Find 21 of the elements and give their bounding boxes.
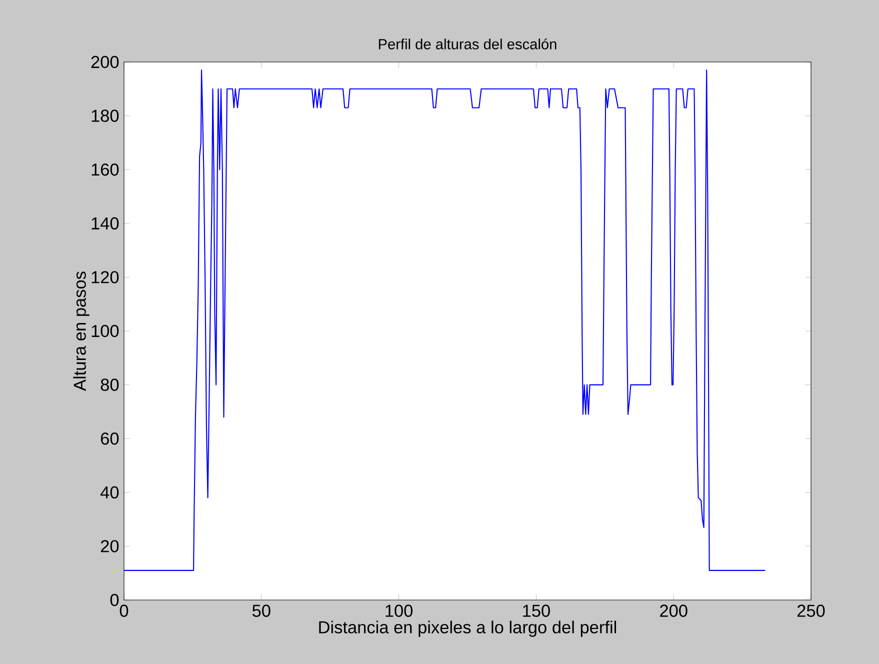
y-tick-label: 80: [100, 378, 119, 391]
y-tick-label: 140: [92, 217, 119, 230]
x-axis-title: Distancia en pixeles a lo largo del perfil: [319, 620, 616, 637]
x-tick-label: 0: [120, 604, 128, 617]
y-tick-label: 40: [100, 486, 119, 499]
line-series: [124, 70, 766, 571]
y-tick-label: 120: [92, 271, 119, 284]
y-tick-label: 60: [100, 432, 119, 445]
x-tick-label: 50: [252, 604, 270, 617]
y-axis-title: Altura en pasos: [73, 272, 90, 391]
x-tick-label: 200: [660, 604, 688, 617]
y-tick-label: 160: [92, 163, 119, 176]
x-tick-label: 100: [386, 604, 413, 617]
y-tick-label: 0: [110, 594, 119, 606]
chart-title: Perfil de alturas del escalón: [378, 38, 556, 50]
y-tick-label: 180: [92, 110, 119, 122]
y-tick-label: 100: [92, 324, 119, 338]
y-tick-label: 20: [100, 540, 119, 552]
x-tick-label: 150: [523, 604, 550, 617]
x-tick-label: 250: [797, 604, 825, 617]
y-tick-label: 200: [91, 56, 119, 68]
